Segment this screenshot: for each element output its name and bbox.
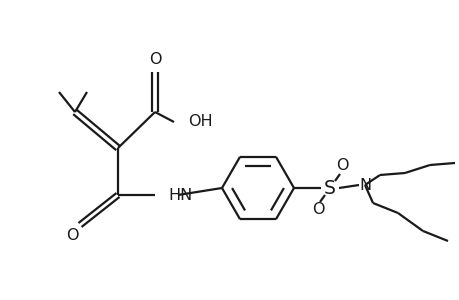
Text: OH: OH	[188, 115, 212, 130]
Text: HN: HN	[168, 188, 192, 202]
Text: N: N	[358, 178, 370, 193]
Text: O: O	[66, 227, 78, 242]
Text: O: O	[148, 52, 161, 68]
Text: O: O	[335, 158, 347, 173]
Text: S: S	[323, 178, 335, 197]
Text: O: O	[311, 202, 324, 217]
